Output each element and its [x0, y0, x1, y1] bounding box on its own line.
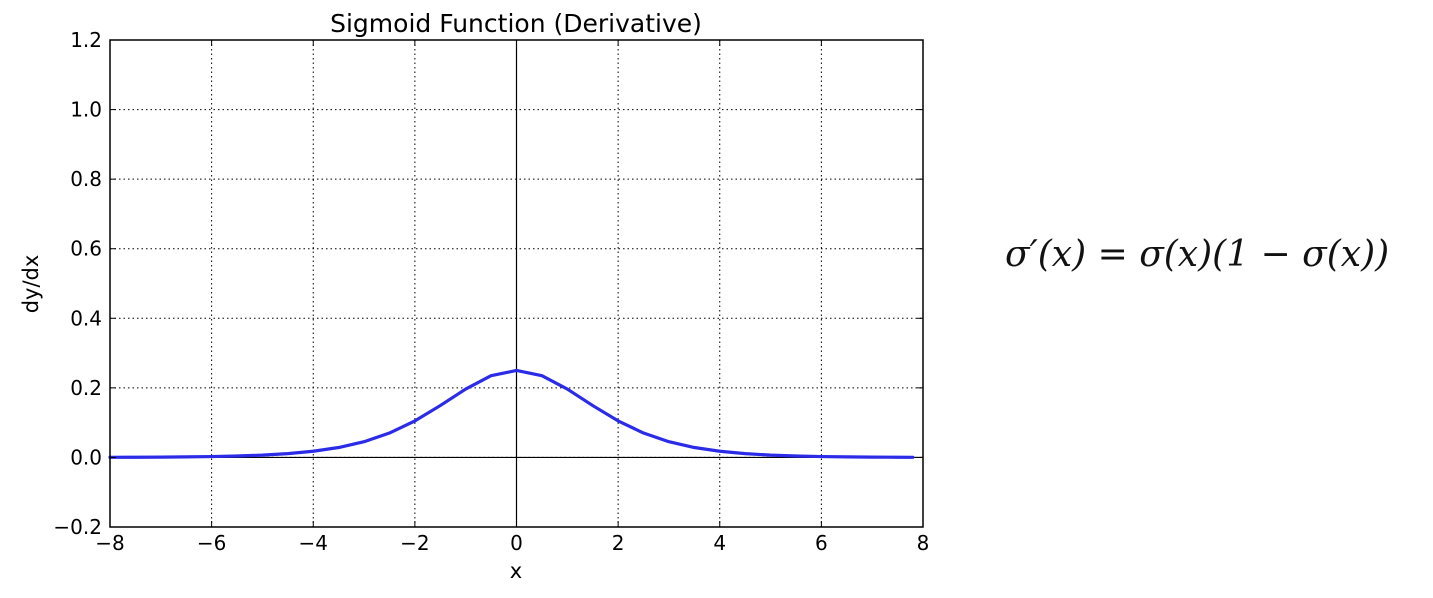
sigmoid-derivative-formula: σ′(x) = σ(x)(1 − σ(x))	[1005, 234, 1390, 275]
x-tick-label: −4	[299, 531, 328, 555]
y-tick-label: −0.2	[53, 515, 102, 539]
x-tick-label: −2	[400, 531, 429, 555]
y-tick-label: 0.2	[70, 376, 102, 400]
y-tick-label: 0.6	[70, 237, 102, 261]
x-axis-label: x	[510, 559, 522, 583]
x-tick-label: 6	[815, 531, 828, 555]
x-tick-label: −8	[95, 531, 124, 555]
y-tick-label: 0.4	[70, 306, 102, 330]
x-tick-label: −6	[197, 531, 226, 555]
ticks	[109, 39, 924, 528]
sigmoid-derivative-chart: Sigmoid Function (Derivative) −8 −6 −4 −2 0 2…	[19, 9, 929, 583]
x-tick-label: 8	[917, 531, 930, 555]
tick-labels: −8 −6 −4 −2 0 2 4 6 8 −0.2 0.0 0.2 0.4 0.6 0.8 1.0 1.2	[53, 28, 929, 555]
series-layer	[108, 368, 915, 459]
series-line	[108, 368, 915, 459]
x-tick-label: 4	[713, 531, 726, 555]
zero-axes	[110, 40, 923, 527]
y-tick-label: 1.2	[70, 28, 102, 52]
y-tick-label: 0.0	[70, 445, 102, 469]
chart-title: Sigmoid Function (Derivative)	[330, 9, 702, 38]
x-tick-label: 2	[612, 531, 625, 555]
y-axis-label: dy/dx	[19, 255, 43, 314]
y-tick-label: 0.8	[70, 167, 102, 191]
x-tick-label: 0	[510, 531, 523, 555]
y-tick-label: 1.0	[70, 98, 102, 122]
